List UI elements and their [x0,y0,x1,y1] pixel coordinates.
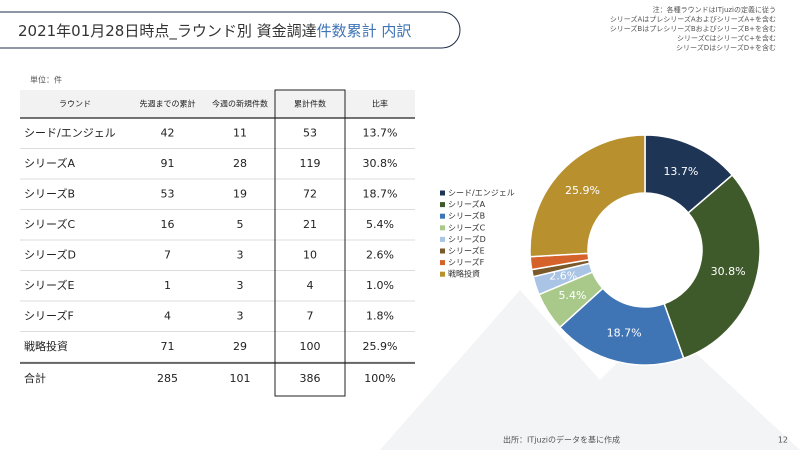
table-cell: 53 [161,187,175,200]
table-cell: 119 [300,157,321,170]
legend-swatch [440,225,445,231]
table-cell: 72 [303,187,317,200]
table-cell: 10 [303,248,317,261]
value-label: 25.9% [565,184,600,197]
table-cell: 71 [161,340,175,353]
title: 2021年01月28日時点_ラウンド別 資金調達件数累計 内訳 [18,22,411,41]
legend-label: シリーズE [448,246,485,256]
title-main: 2021年01月28日時点_ラウンド別 資金調達 [18,22,317,41]
title-highlight: 件数累計 内訳 [317,22,412,40]
table-cell: 91 [161,157,175,170]
legend-swatch [440,271,445,277]
table-cell: 18.7% [363,187,398,200]
table-header-bg [20,90,415,118]
table-cell: 4 [307,279,314,292]
legend-label: シリーズD [448,234,486,244]
table-cell: 53 [303,126,317,139]
table-cell: 4 [164,309,171,322]
table-cell: 29 [233,340,247,353]
note: シリーズBはプレシリーズBおよびシリーズB+を含む [610,24,776,33]
value-label: 18.7% [607,326,642,339]
legend-swatch [440,236,445,242]
legend-label: シリーズB [448,211,485,221]
legend-label: シリーズC [448,222,486,232]
table-cell: 30.8% [363,157,398,170]
table-total-cell: 285 [157,372,178,385]
value-label: 30.8% [711,265,746,278]
table-cell: 100 [300,340,321,353]
table-header-cell: ラウンド [59,100,91,109]
table-total-cell: 386 [300,372,321,385]
table-cell: 19 [233,187,247,200]
table-cell: 11 [233,126,247,139]
legend-swatch [440,190,445,196]
table-cell: シリーズC [24,217,75,231]
note: シリーズAはプレシリーズAおよびシリーズA+を含む [610,15,776,24]
legend-swatch [440,213,445,219]
table-cell: シリーズD [24,247,76,261]
table-cell: シリーズA [24,156,75,170]
value-label: 5.4% [559,289,587,302]
table-cell: 28 [233,157,247,170]
table-cell: シリーズF [24,308,74,322]
legend-label: シリーズF [448,257,485,267]
table-cell: 13.7% [363,126,398,139]
table-cell: 7 [307,309,314,322]
table-header-cell: 比率 [372,99,388,109]
table-total-cell: 100% [364,372,395,385]
legend-label: シリーズA [448,199,486,209]
table-header-cell: 今週の新規件数 [212,99,268,109]
legend-swatch [440,248,445,254]
source: 出所：ITjuziのデータを基に作成 [503,435,620,445]
table-cell: 1.8% [366,309,394,322]
table-total-cell: 合計 [24,371,46,385]
table-cell: 42 [161,126,175,139]
table-cell: 2.6% [366,248,394,261]
legend-swatch [440,260,445,266]
background-shape [380,290,800,450]
table-cell: 25.9% [363,340,398,353]
table-cell: シリーズB [24,186,75,200]
legend-label: 戦略投資 [448,269,480,279]
page-number: 12 [778,436,788,445]
table-cell: 1.0% [366,279,394,292]
table-cell: 戦略投資 [24,339,68,353]
table-cell: 3 [237,309,244,322]
table-cell: 5.4% [366,218,394,231]
legend-label: シード/エンジェル [448,189,515,198]
table-cell: 5 [237,218,244,231]
title-frame [0,11,461,49]
value-label: 2.6% [549,270,577,283]
donut-segment [663,174,761,360]
table-cell: シリーズE [24,278,74,292]
note: シリーズCはシリーズC+を含む [677,34,776,43]
table-cell: 21 [303,218,317,231]
donut-segment [529,134,646,258]
donut-segment [558,287,685,366]
table-cell: シード/エンジェル [24,126,116,139]
table-cell: 3 [237,248,244,261]
table-cell: 7 [164,248,171,261]
table-cell: 1 [164,279,171,292]
table-cell: 3 [237,279,244,292]
unit: 単位：件 [30,75,62,85]
note: シリーズDはシリーズD+を含む [676,43,776,52]
table-header-cell: 累計件数 [294,99,326,109]
legend-swatch [440,202,445,208]
table-cell: 16 [161,218,175,231]
highlight-column [274,89,346,397]
value-label: 13.7% [663,165,698,178]
table-header-cell: 先週までの累計 [140,99,196,109]
note: 注：各種ラウンドはITjuziの定義に従う [653,5,776,14]
table-total-cell: 101 [230,372,251,385]
